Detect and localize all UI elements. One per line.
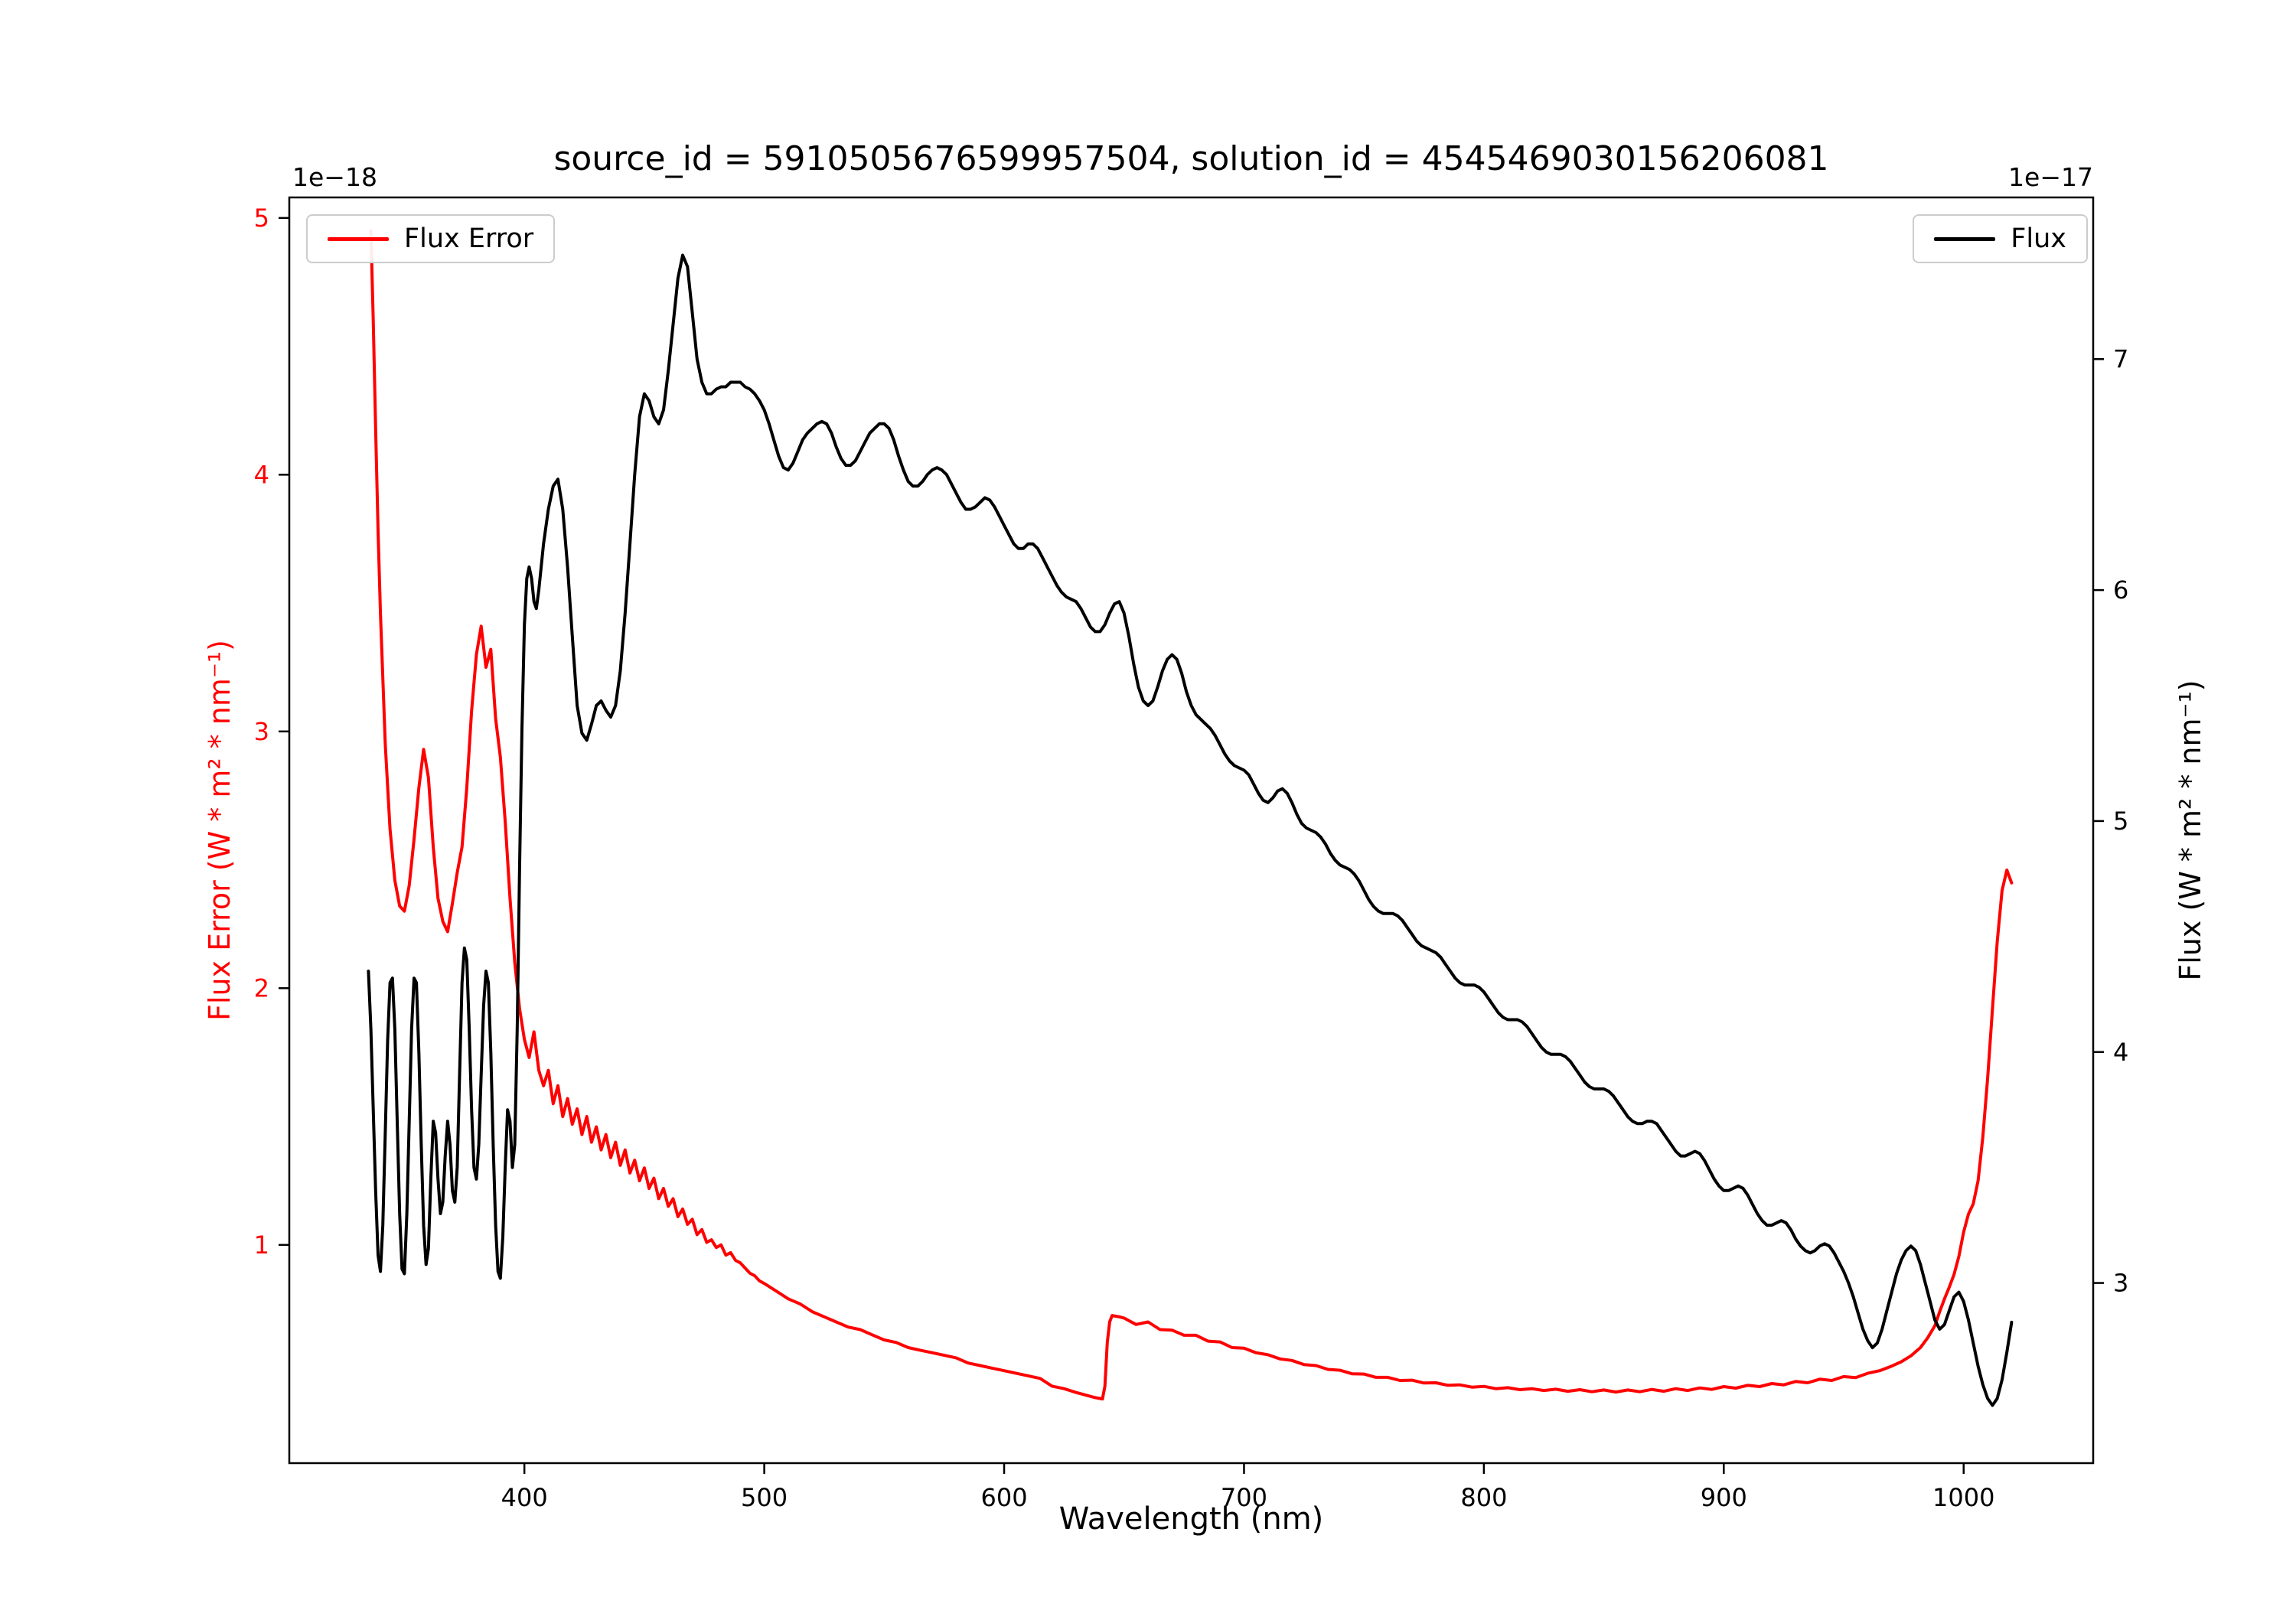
flux-error-line-sample: [328, 236, 389, 241]
series-line-flux: [367, 253, 2014, 1407]
right-y-tick-label: 4: [2113, 1038, 2128, 1067]
series-line-flux-error: [369, 229, 2014, 1401]
flux-line-sample: [1934, 236, 1996, 241]
left-y-tick-label: 2: [254, 973, 269, 1002]
left-y-tick-label: 3: [254, 717, 269, 746]
right-y-tick-label: 6: [2113, 575, 2128, 605]
left-y-tick-label: 4: [254, 460, 269, 489]
x-tick-label: 700: [1221, 1483, 1267, 1512]
legend-flux-error: Flux Error: [306, 214, 556, 263]
axes-frame: [288, 196, 2095, 1465]
x-axis-label: Wavelength (nm): [1058, 1501, 1324, 1537]
x-tick-label: 1000: [1932, 1483, 1994, 1512]
x-tick-label: 600: [980, 1483, 1027, 1512]
chart-title: source_id = 5910505676599957504, solutio…: [553, 139, 1829, 178]
right-y-tick-label: 7: [2113, 344, 2128, 373]
left-y-axis-label: Flux Error (W * m² * nm⁻¹): [203, 640, 236, 1021]
right-y-tick-label: 5: [2113, 807, 2128, 836]
right-axis-offset-label: 1e−17: [2008, 162, 2093, 192]
right-y-axis-label: Flux (W * m² * nm⁻¹): [2174, 680, 2207, 981]
left-y-tick-label: 5: [254, 204, 269, 233]
right-y-tick-label: 3: [2113, 1269, 2128, 1298]
left-axis-offset-label: 1e−18: [292, 162, 377, 192]
legend-flux: Flux: [1913, 214, 2088, 263]
x-tick-label: 400: [501, 1483, 548, 1512]
legend-flux-label: Flux: [2011, 223, 2066, 254]
x-tick-label: 800: [1460, 1483, 1507, 1512]
legend-flux-error-label: Flux Error: [404, 223, 534, 254]
x-tick-label: 900: [1701, 1483, 1747, 1512]
left-y-tick-label: 1: [254, 1231, 269, 1260]
x-tick-label: 500: [741, 1483, 788, 1512]
